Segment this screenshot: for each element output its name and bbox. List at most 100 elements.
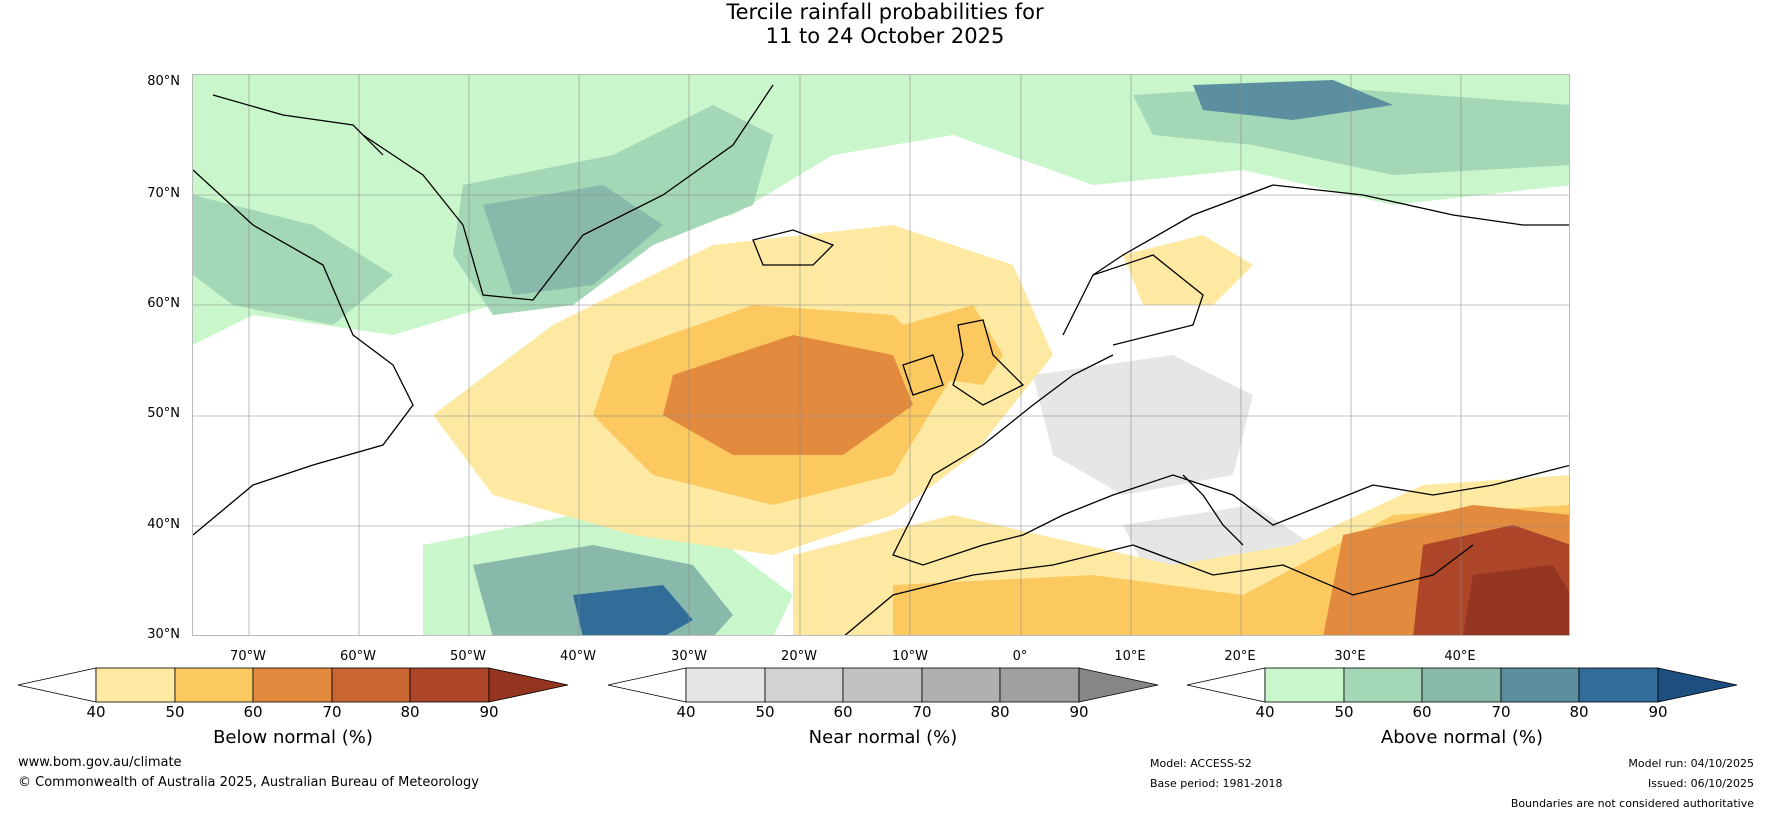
cb-near-bin-50-60 bbox=[764, 667, 844, 703]
coastline-greenland-west bbox=[212, 94, 384, 156]
lat-label-50n: 50°N bbox=[147, 406, 180, 421]
cb-above-ext-low bbox=[1186, 667, 1266, 703]
cb-below-bin-80-90 bbox=[409, 667, 490, 703]
cb-near-bin-70-80 bbox=[921, 667, 1001, 703]
map-title: Tercile rainfall probabilities for 11 to… bbox=[0, 0, 1770, 48]
below-normal-area-uk bbox=[903, 305, 1003, 385]
cb-above-bin-40-50 bbox=[1264, 667, 1345, 703]
map-canvas bbox=[193, 75, 1569, 635]
coastline-north-america bbox=[193, 169, 414, 536]
title-line-2: 11 to 24 October 2025 bbox=[765, 24, 1005, 48]
lat-label-40n: 40°N bbox=[147, 517, 180, 532]
lon-label-70w: 70°W bbox=[230, 649, 266, 664]
cb-near-tick-90: 90 bbox=[1069, 703, 1089, 721]
lat-label-70n: 70°N bbox=[147, 186, 180, 201]
cb-near-tick-70: 70 bbox=[912, 703, 932, 721]
cb-above-bin-60-70 bbox=[1421, 667, 1502, 703]
cb-below-tick-40: 40 bbox=[86, 703, 106, 721]
cb-above-tick-50: 50 bbox=[1334, 703, 1354, 721]
coastline-western-europe bbox=[892, 354, 1569, 566]
cb-below-ext-high bbox=[488, 667, 569, 703]
base-period: Base period: 1981-2018 bbox=[1150, 777, 1283, 790]
lon-label-30w: 30°W bbox=[671, 649, 707, 664]
website-link[interactable]: www.bom.gov.au/climate bbox=[18, 755, 182, 770]
lat-label-30n: 30°N bbox=[147, 627, 180, 642]
coastline-italy bbox=[1182, 474, 1244, 546]
cb-above-tick-70: 70 bbox=[1491, 703, 1511, 721]
cb-near-bin-40-50 bbox=[685, 667, 766, 703]
model-name: Model: ACCESS-S2 bbox=[1150, 757, 1252, 770]
cb-below-tick-50: 50 bbox=[165, 703, 185, 721]
cb-above-bin-70-80 bbox=[1500, 667, 1580, 703]
above-normal-area-arctic-core bbox=[1193, 80, 1393, 120]
coastline-north-africa bbox=[844, 544, 1474, 635]
probability-map bbox=[192, 74, 1570, 636]
coastlines bbox=[193, 84, 1569, 635]
cb-below-tick-80: 80 bbox=[400, 703, 420, 721]
coastline-great-britain bbox=[952, 319, 1025, 406]
lon-label-60w: 60°W bbox=[340, 649, 376, 664]
cb-below-bin-40-50 bbox=[95, 667, 176, 703]
cb-below-tick-70: 70 bbox=[322, 703, 342, 721]
above-normal-area-labrador bbox=[193, 195, 393, 325]
cb-above-ext-high bbox=[1657, 667, 1738, 703]
near-normal-area-europe bbox=[1033, 355, 1253, 495]
lat-label-60n: 60°N bbox=[147, 296, 180, 311]
copyright-text: © Commonwealth of Australia 2025, Austra… bbox=[18, 775, 479, 790]
coastline-iceland bbox=[752, 229, 835, 266]
colorbar-near-svg bbox=[607, 667, 1159, 703]
above-normal-area-subtropical-core bbox=[573, 585, 693, 635]
cb-above-tick-40: 40 bbox=[1255, 703, 1275, 721]
coastline-greenland bbox=[362, 84, 774, 301]
cb-above-bin-50-60 bbox=[1343, 667, 1423, 703]
cb-below-tick-90: 90 bbox=[479, 703, 499, 721]
below-normal-area-scandinavia bbox=[1123, 235, 1253, 305]
colorbar-below-title: Below normal (%) bbox=[213, 727, 373, 748]
title-line-1: Tercile rainfall probabilities for bbox=[726, 0, 1044, 24]
cb-above-bin-80-90 bbox=[1578, 667, 1659, 703]
cb-above-tick-80: 80 bbox=[1569, 703, 1589, 721]
colorbar-above-svg bbox=[1186, 667, 1738, 703]
coastline-scandinavia bbox=[1062, 254, 1204, 346]
cb-below-bin-70-80 bbox=[331, 667, 411, 703]
cb-near-ext-low bbox=[607, 667, 687, 703]
lon-label-10e: 10°E bbox=[1114, 649, 1146, 664]
lon-label-40e: 40°E bbox=[1444, 649, 1476, 664]
cb-near-tick-80: 80 bbox=[990, 703, 1010, 721]
cb-below-bin-60-70 bbox=[252, 667, 333, 703]
lon-label-10w: 10°W bbox=[892, 649, 928, 664]
lon-label-30e: 30°E bbox=[1334, 649, 1366, 664]
colorbar-above-title: Above normal (%) bbox=[1380, 727, 1544, 748]
lon-label-40w: 40°W bbox=[560, 649, 596, 664]
colorbar-below-normal: 40 50 60 70 80 90 bbox=[17, 667, 569, 720]
below-normal-area-atlantic-core bbox=[663, 335, 913, 455]
lon-label-20w: 20°W bbox=[781, 649, 817, 664]
issued-date: Issued: 06/10/2025 bbox=[1647, 777, 1754, 790]
lon-label-0: 0° bbox=[1012, 649, 1028, 664]
colorbar-near-normal: 40 50 60 70 80 90 bbox=[607, 667, 1159, 720]
coastline-ireland bbox=[902, 354, 944, 396]
cb-near-tick-40: 40 bbox=[676, 703, 696, 721]
cb-above-tick-60: 60 bbox=[1412, 703, 1432, 721]
cb-near-bin-60-70 bbox=[842, 667, 923, 703]
cb-near-bin-80-90 bbox=[999, 667, 1080, 703]
cb-below-bin-50-60 bbox=[174, 667, 254, 703]
lon-label-20e: 20°E bbox=[1224, 649, 1256, 664]
colorbar-near-title: Near normal (%) bbox=[808, 727, 958, 748]
cb-above-tick-90: 90 bbox=[1648, 703, 1668, 721]
graticule bbox=[193, 75, 1569, 635]
cb-near-ext-high bbox=[1078, 667, 1159, 703]
model-run-date: Model run: 04/10/2025 bbox=[1628, 757, 1754, 770]
above-normal-area-greenland-core bbox=[483, 185, 663, 295]
colorbar-above-normal: 40 50 60 70 80 90 bbox=[1186, 667, 1738, 720]
colorbar-below-svg bbox=[17, 667, 569, 703]
cb-near-tick-50: 50 bbox=[755, 703, 775, 721]
lon-label-50w: 50°W bbox=[450, 649, 486, 664]
coastline-europe bbox=[1092, 184, 1569, 276]
cb-below-ext-low bbox=[17, 667, 97, 703]
cb-near-tick-60: 60 bbox=[833, 703, 853, 721]
below-normal-area-middle-east-peak bbox=[1463, 565, 1569, 635]
lat-label-80n: 80°N bbox=[147, 74, 180, 89]
boundaries-disclaimer: Boundaries are not considered authoritat… bbox=[1510, 797, 1754, 810]
cb-below-tick-60: 60 bbox=[243, 703, 263, 721]
